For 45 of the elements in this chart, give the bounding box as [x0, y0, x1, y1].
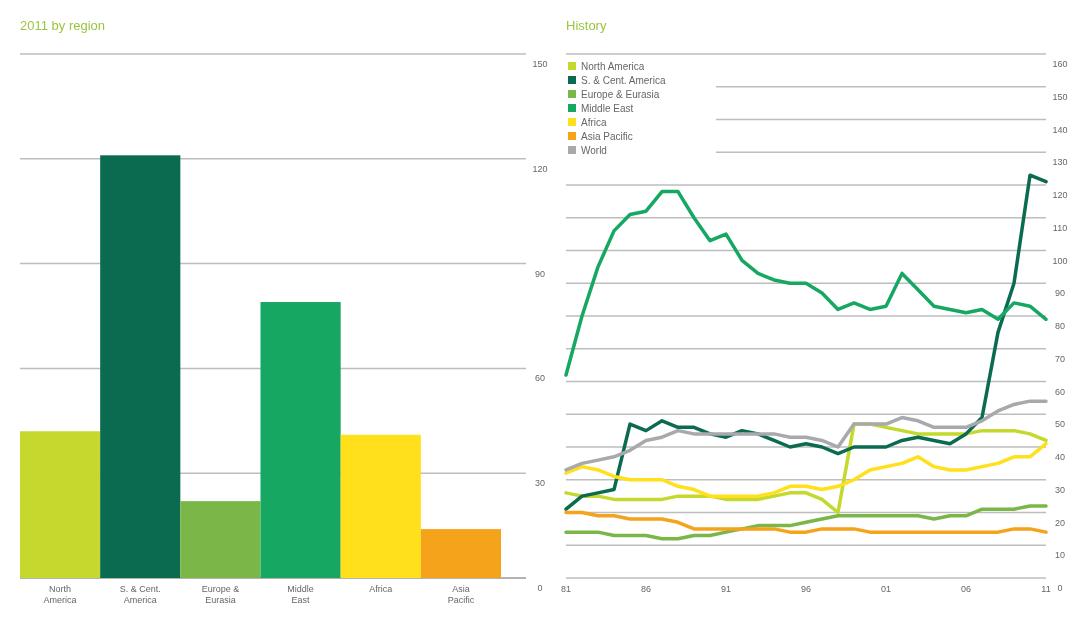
- y-tick-label: 110: [1052, 222, 1068, 233]
- legend-label: Europe & Eurasia: [581, 89, 660, 100]
- y-tick-label: 0: [537, 583, 543, 593]
- x-tick-label: 01: [880, 584, 892, 594]
- y-tick-label: 60: [1054, 386, 1066, 397]
- x-tick-label: 86: [640, 584, 652, 594]
- y-tick-label: 90: [1054, 288, 1066, 299]
- y-tick-label: 90: [534, 268, 546, 279]
- chart-title: History: [566, 18, 607, 33]
- y-tick-label: 130: [1052, 157, 1068, 168]
- x-tick-label: 81: [560, 584, 572, 594]
- y-tick-label: 60: [534, 373, 546, 384]
- y-tick-label: 40: [1054, 452, 1066, 462]
- legend-label: Africa: [581, 117, 607, 128]
- x-tick-label: Middle East: [287, 584, 314, 605]
- x-tick-label: North America: [43, 584, 77, 605]
- y-tick-label: 10: [1054, 550, 1066, 561]
- y-tick-label: 120: [532, 163, 548, 174]
- legend-label: World: [581, 145, 607, 156]
- x-tick-label: S. & Cent. America: [119, 584, 161, 605]
- y-tick-label: 80: [1054, 321, 1066, 331]
- y-tick-label: 30: [534, 478, 546, 489]
- x-tick-label: 06: [960, 584, 972, 594]
- x-tick-label: 11: [1041, 584, 1051, 594]
- legend-label: Middle East: [581, 103, 634, 114]
- chart-title: 2011 by region: [20, 18, 106, 33]
- legend-label: Asia Pacific: [581, 131, 633, 142]
- legend-label: S. & Cent. America: [581, 75, 666, 86]
- legend-label: North America: [581, 61, 645, 72]
- y-tick-label: 150: [532, 59, 548, 69]
- x-tick-label: Asia Pacific: [447, 584, 475, 605]
- y-tick-label: 160: [1052, 59, 1068, 69]
- y-tick-label: 150: [1052, 91, 1068, 102]
- y-tick-label: 30: [1054, 484, 1066, 495]
- y-tick-label: 100: [1052, 255, 1068, 266]
- y-tick-label: 20: [1054, 517, 1066, 528]
- y-tick-label: 140: [1052, 124, 1068, 135]
- x-tick-label: 96: [800, 584, 812, 594]
- x-tick-label: Africa: [369, 584, 393, 594]
- y-tick-label: 0: [1057, 583, 1063, 593]
- x-tick-label: Europe & Eurasia: [201, 584, 240, 605]
- y-tick-label: 50: [1054, 419, 1066, 430]
- x-tick-label: 91: [720, 584, 732, 594]
- y-tick-label: 70: [1054, 353, 1066, 364]
- y-tick-label: 120: [1052, 190, 1068, 200]
